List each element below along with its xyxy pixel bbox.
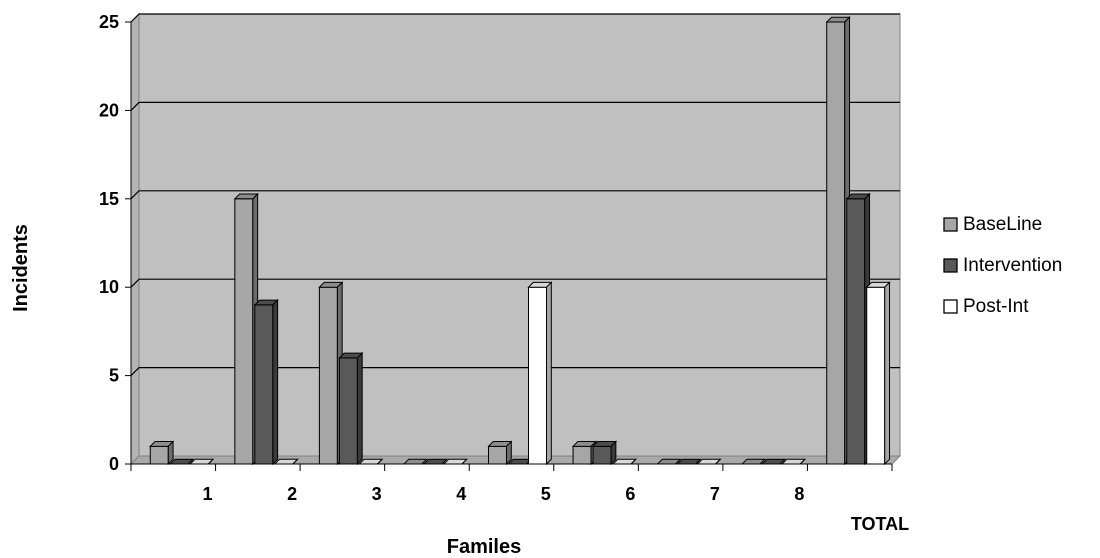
x-tick-label: TOTAL <box>851 514 909 534</box>
bar-baseline-5 <box>487 440 513 466</box>
bar-intervention-8 <box>760 458 787 465</box>
bar-post-int-7 <box>696 458 722 465</box>
bar-post-int-total <box>865 281 891 466</box>
gridlines <box>130 13 900 377</box>
y-tick-label: 10 <box>99 277 119 297</box>
bar-baseline-3 <box>318 281 344 466</box>
bar-post-int-8 <box>780 458 807 465</box>
legend: BaseLine Intervention Post-Int <box>943 214 1062 317</box>
bar-baseline-7 <box>656 458 682 465</box>
legend-swatch <box>943 217 958 232</box>
bar-intervention-4 <box>422 458 448 465</box>
legend-swatch <box>943 299 958 314</box>
bar-intervention-2 <box>253 298 279 466</box>
bar-post-int-5 <box>527 281 553 466</box>
bar-baseline-4 <box>402 458 428 465</box>
bar-post-int-1 <box>189 458 215 465</box>
bar-baseline-6 <box>571 440 598 466</box>
legend-item-intervention: Intervention <box>943 255 1062 276</box>
axes <box>125 21 893 471</box>
y-axis-title: Incidents <box>10 224 32 312</box>
x-tick-labels: 1 2 3 4 5 6 7 8 TOTAL <box>203 484 910 534</box>
x-tick-label: 5 <box>541 484 551 504</box>
bar-post-int-4 <box>442 458 468 465</box>
y-tick-label: 20 <box>99 100 119 120</box>
x-tick-label: 2 <box>287 484 297 504</box>
bar-intervention-total <box>845 192 871 466</box>
x-axis-title: Familes <box>447 536 521 558</box>
y-tick-labels: 0 5 10 15 20 25 <box>99 12 119 474</box>
x-tick-label: 1 <box>203 484 213 504</box>
bar-intervention-7 <box>676 458 702 465</box>
bar-intervention-1 <box>169 458 195 465</box>
bar-intervention-6 <box>591 440 618 466</box>
y-tick-label: 5 <box>109 366 119 386</box>
bar-post-int-2 <box>273 458 299 465</box>
gridline <box>130 101 900 111</box>
legend-item-baseline: BaseLine <box>943 214 1042 235</box>
bar-baseline-2 <box>233 192 259 466</box>
bar-intervention-3 <box>338 351 364 466</box>
bar-baseline-8 <box>740 458 767 465</box>
bar-post-int-6 <box>611 458 638 465</box>
legend-label: Post-Int <box>963 296 1029 317</box>
x-tick-label: 3 <box>372 484 382 504</box>
y-tick-label: 0 <box>109 454 119 474</box>
legend-label: Intervention <box>963 255 1062 276</box>
legend-swatch <box>943 258 958 273</box>
gridline <box>130 190 900 200</box>
y-tick-label: 25 <box>99 12 119 32</box>
x-tick-label: 8 <box>794 484 804 504</box>
x-tick-label: 6 <box>625 484 635 504</box>
gridline <box>130 367 900 377</box>
bar-post-int-3 <box>358 458 384 465</box>
y-tick-label: 15 <box>99 189 119 209</box>
gridline <box>130 278 900 288</box>
side-wall <box>130 12 140 466</box>
bar-intervention-5 <box>507 458 533 465</box>
bar-baseline-1 <box>149 440 175 466</box>
legend-item-post-int: Post-Int <box>943 296 1029 317</box>
gridline <box>130 13 900 23</box>
x-tick-label: 7 <box>710 484 720 504</box>
bars <box>149 15 891 466</box>
legend-label: BaseLine <box>963 214 1042 235</box>
x-tick-label: 4 <box>456 484 466 504</box>
bar-baseline-total <box>825 15 851 466</box>
